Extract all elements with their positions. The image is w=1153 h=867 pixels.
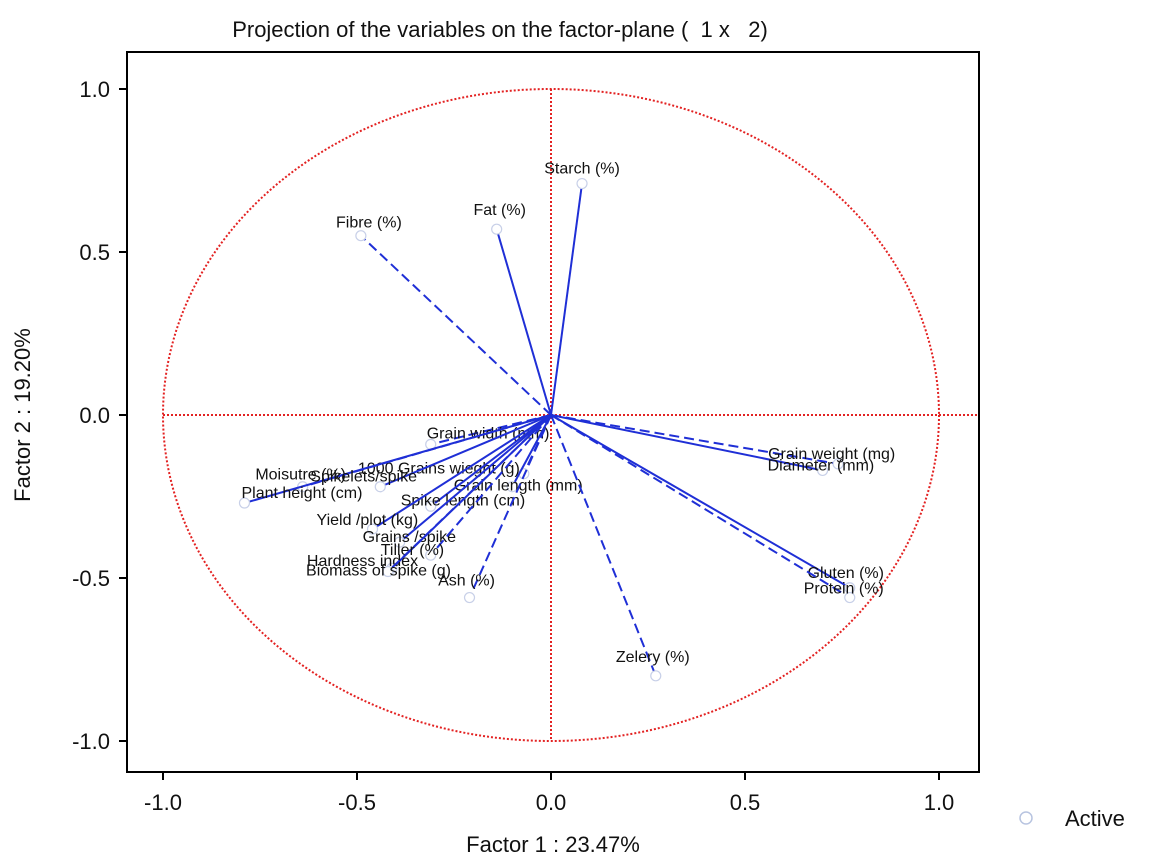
variable-point (382, 565, 394, 578)
variable-point (394, 536, 406, 548)
vector-line (379, 414, 552, 488)
vector-line (244, 414, 552, 504)
vector-line (399, 414, 552, 543)
x-tick-label: 0.5 (730, 790, 761, 815)
legend-label: Active (1065, 806, 1125, 831)
variable-label: Ash (%) (438, 573, 495, 590)
variable-point (374, 481, 386, 493)
vector-line (511, 414, 552, 488)
y-axis-label: Factor 2 : 19.20% (10, 328, 35, 502)
chart-title: Projection of the variables on the facto… (232, 17, 768, 42)
legend: Active (1019, 806, 1125, 831)
variable-point (355, 230, 367, 242)
y-tick-label: 0.0 (79, 403, 110, 428)
vector-line (550, 183, 584, 416)
variable-point (650, 670, 662, 682)
reference-lines (162, 88, 979, 742)
variable-label: Yield /plot (kg) (317, 512, 419, 529)
variable-label: Fibre (%) (336, 215, 402, 232)
variable-label: Gluten (%) (808, 565, 884, 582)
vector-line (550, 414, 839, 465)
variable-label: Diameter (mm) (768, 457, 875, 474)
vector-line (550, 414, 851, 599)
variable-point (816, 464, 829, 477)
vector-line (429, 414, 552, 556)
y-tick-label: -1.0 (72, 729, 110, 754)
variable-label: Hardness index (307, 553, 418, 570)
vector-line (468, 414, 552, 598)
vector-line (495, 228, 552, 416)
vector-line (550, 414, 851, 589)
x-tick-label: 0.0 (536, 790, 567, 815)
vector-line (550, 414, 657, 677)
x-tick-label: -1.0 (144, 790, 182, 815)
variable-point (238, 497, 251, 509)
variable-label: Protein (%) (804, 581, 884, 598)
variable-label: Grains /spike (363, 529, 456, 546)
variable-point (576, 177, 588, 190)
vector-line (371, 414, 552, 530)
plot-frame (126, 51, 980, 773)
y-tick-label: 0.5 (79, 240, 110, 265)
variable-label: 1000 Grains wieght (g) (358, 461, 520, 478)
vector-layer: Starch (%)Fat (%)Fibre (%)Grain width (m… (238, 161, 895, 682)
vector-line (430, 414, 552, 508)
variable-label: Starch (%) (544, 161, 620, 178)
variable-label: Zelery (%) (616, 649, 690, 666)
vector-line (360, 234, 552, 416)
x-tick-label: 1.0 (924, 790, 955, 815)
variable-label: Tiller (%) (381, 542, 444, 559)
variable-point (844, 591, 856, 604)
legend-marker-icon (1019, 811, 1033, 825)
x-tick-label: -0.5 (338, 790, 376, 815)
y-tick-label: 1.0 (79, 77, 110, 102)
y-tick-label: -0.5 (72, 566, 110, 591)
variable-point (366, 523, 379, 535)
variable-point (832, 458, 844, 470)
variable-label: Grain weight (mg) (768, 446, 895, 463)
variable-label: Fat (%) (473, 202, 525, 219)
variable-label: Biomass of spike (g) (306, 562, 451, 579)
vector-line (550, 414, 823, 472)
variable-point (425, 500, 437, 512)
x-axis-label: Factor 1 : 23.47% (466, 832, 640, 857)
tick-layer: -1.0 -0.5 0.0 0.5 1.0 1.0 0.5 0.0 -0.5 -1.0 (72, 77, 954, 815)
variable-point (425, 549, 437, 561)
variable-label: Plant height (cm) (241, 485, 362, 502)
variable-label: Spikelets/spike (310, 469, 417, 486)
vector-line (387, 414, 552, 573)
variable-point (506, 481, 518, 493)
variable-point (463, 591, 476, 604)
variable-point (491, 223, 503, 235)
